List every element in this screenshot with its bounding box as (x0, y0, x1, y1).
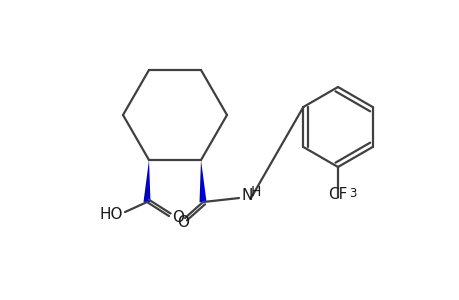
Polygon shape (143, 160, 150, 202)
Text: HO: HO (99, 206, 123, 221)
Text: O: O (177, 214, 189, 230)
Text: N: N (241, 188, 253, 202)
Text: O: O (172, 209, 184, 224)
Text: CF: CF (328, 187, 347, 202)
Text: H: H (251, 185, 261, 199)
Text: 3: 3 (348, 187, 356, 200)
Polygon shape (199, 160, 206, 202)
